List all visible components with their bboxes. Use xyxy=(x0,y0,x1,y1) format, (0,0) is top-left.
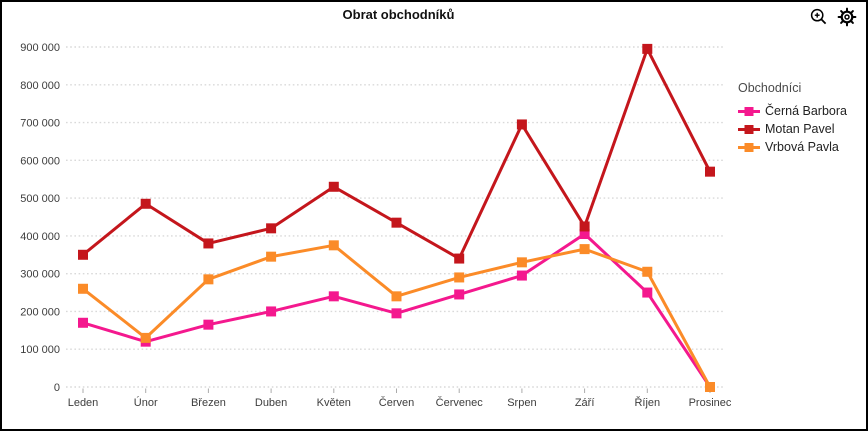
y-axis-label: 700 000 xyxy=(20,118,60,130)
series-marker-Vrbová Pavla xyxy=(78,283,88,294)
chart-title: Obrat obchodníků xyxy=(342,7,455,22)
series-marker-Motan Pavel xyxy=(203,238,214,249)
x-axis-label: Květen xyxy=(317,397,351,409)
series-marker-Vrbová Pavla xyxy=(203,274,214,285)
x-axis-label: Červenec xyxy=(436,396,484,409)
series-marker-Vrbová Pavla xyxy=(516,257,527,268)
series-marker-Vrbová Pavla xyxy=(642,266,653,277)
y-axis-label: 100 000 xyxy=(20,344,60,356)
series-marker-Černá Barbora xyxy=(328,291,339,302)
series-marker-Motan Pavel xyxy=(391,217,402,228)
series-marker-Vrbová Pavla xyxy=(391,291,402,302)
y-axis-label: 600 000 xyxy=(20,155,60,167)
y-axis-label: 400 000 xyxy=(20,231,60,243)
series-marker-Motan Pavel xyxy=(454,253,465,264)
series-marker-Černá Barbora xyxy=(266,306,277,317)
legend-item-Motan Pavel[interactable]: Motan Pavel xyxy=(738,120,847,138)
y-axis-label: 500 000 xyxy=(20,193,60,205)
x-axis-label: Leden xyxy=(68,397,99,409)
x-axis-label: Duben xyxy=(255,397,287,409)
series-marker-Černá Barbora xyxy=(203,319,214,330)
x-axis-label: Září xyxy=(575,397,595,409)
legend-item-label: Černá Barbora xyxy=(765,104,847,118)
series-marker-Motan Pavel xyxy=(516,119,527,130)
series-marker-Vrbová Pavla xyxy=(266,251,277,262)
series-marker-Vrbová Pavla xyxy=(328,240,339,251)
legend-item-label: Vrbová Pavla xyxy=(765,140,839,154)
series-marker-Černá Barbora xyxy=(516,270,527,281)
x-axis-label: Březen xyxy=(191,397,226,409)
series-marker-Motan Pavel xyxy=(140,198,151,209)
y-axis-label: 200 000 xyxy=(20,306,60,318)
y-axis-label: 0 xyxy=(54,382,60,394)
series-marker-Černá Barbora xyxy=(454,289,465,300)
x-axis-label: Únor xyxy=(134,396,158,409)
series-marker-Motan Pavel xyxy=(705,166,715,177)
legend-title: Obchodníci xyxy=(738,81,802,95)
y-axis-label: 900 000 xyxy=(20,42,60,54)
series-marker-Vrbová Pavla xyxy=(705,382,715,392)
zoom-in-icon xyxy=(809,7,829,30)
series-marker-Černá Barbora xyxy=(642,287,653,298)
series-marker-Motan Pavel xyxy=(642,43,653,54)
y-axis-label: 300 000 xyxy=(20,269,60,281)
series-marker-Motan Pavel xyxy=(78,249,88,260)
series-marker-Černá Barbora xyxy=(78,317,88,328)
series-marker-Vrbová Pavla xyxy=(579,244,590,255)
x-axis-label: Prosinec xyxy=(689,397,732,409)
series-marker-Vrbová Pavla xyxy=(140,332,151,343)
x-axis-label: Červen xyxy=(379,396,414,409)
legend-marker-icon xyxy=(738,124,760,134)
legend-item-Vrbová Pavla[interactable]: Vrbová Pavla xyxy=(738,138,847,156)
settings-button[interactable] xyxy=(836,7,858,29)
series-marker-Vrbová Pavla xyxy=(454,272,465,283)
legend-item-Černá Barbora[interactable]: Černá Barbora xyxy=(738,102,847,120)
series-marker-Černá Barbora xyxy=(579,229,590,239)
series-marker-Motan Pavel xyxy=(579,221,590,232)
legend-item-label: Motan Pavel xyxy=(765,122,835,136)
legend-marker-icon xyxy=(738,106,760,116)
series-marker-Motan Pavel xyxy=(328,181,339,192)
x-axis-label: Říjen xyxy=(634,396,660,409)
gear-icon xyxy=(837,7,857,30)
chart-toolbar xyxy=(808,7,858,29)
x-axis-label: Srpen xyxy=(507,397,536,409)
series-marker-Motan Pavel xyxy=(266,223,277,234)
legend-marker-icon xyxy=(738,142,760,152)
legend-items: Černá Barbora Motan Pavel Vrbová Pavla xyxy=(738,102,847,156)
zoom-in-button[interactable] xyxy=(808,7,830,29)
series-marker-Černá Barbora xyxy=(391,308,402,319)
chart-legend: Obchodníci Černá Barbora Motan Pavel Vrbov… xyxy=(738,81,847,156)
y-axis-label: 800 000 xyxy=(20,80,60,92)
